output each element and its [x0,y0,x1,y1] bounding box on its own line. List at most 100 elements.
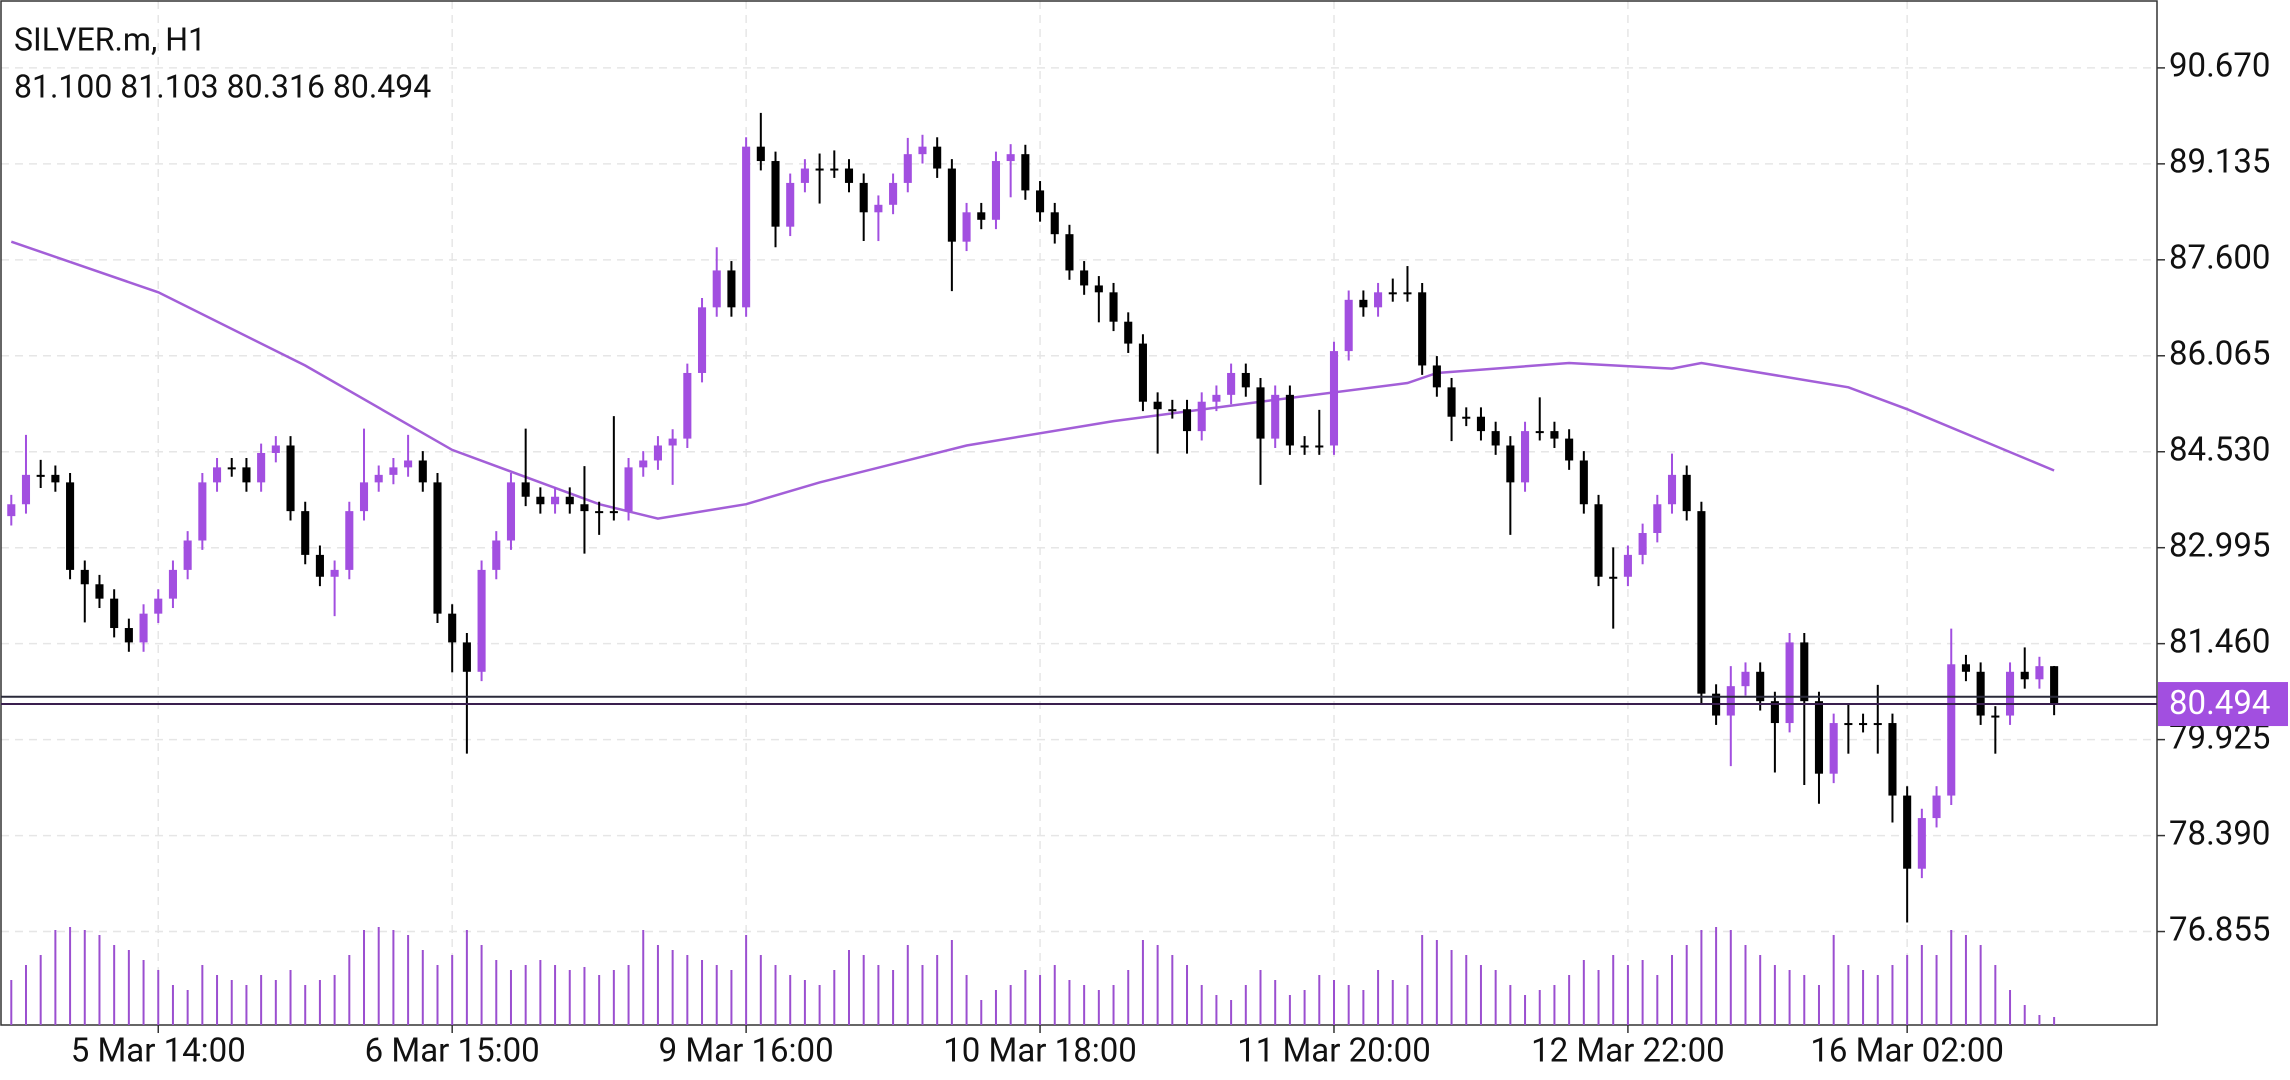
candle-body [1859,723,1868,726]
candle-body [257,452,266,483]
candle-body [609,511,618,514]
candle-body [2020,671,2029,680]
x-tick-label: 11 Mar 20:00 [1237,1032,1431,1071]
y-tick-label: 84.530 [2169,430,2270,469]
candle-body [551,496,560,505]
candle-body [1873,723,1882,726]
candle-body [404,460,413,468]
candle-body [1667,474,1677,505]
ohlc-readout: 81.100 81.103 80.316 80.494 [14,67,431,105]
symbol-title: SILVER.m, H1 [14,20,206,58]
candle-body [1623,554,1632,577]
candle-body [330,569,339,577]
candle-body [345,511,354,570]
candle-body [1491,431,1500,446]
candle-body [536,496,545,505]
candle-body [433,482,442,614]
candle-body [1844,723,1853,726]
moving-average [10,240,2055,520]
candle-body [1300,445,1309,448]
candle-body [712,270,721,308]
y-tick-label: 90.670 [2169,47,2270,86]
candle-body [359,482,369,512]
candle-body [683,372,692,439]
candle-body [2035,666,2044,680]
candle-body [962,212,971,242]
candle-body [1065,234,1074,271]
candle-body [1094,285,1103,293]
candle-body [1315,445,1324,448]
candle-body [271,445,280,453]
candle-body [21,474,31,505]
candle-body [462,642,471,672]
candle-body [1241,372,1250,388]
candle-body [595,511,604,514]
candle-body [51,474,60,483]
y-tick-label: 87.600 [2169,239,2270,278]
y-tick-label: 82.995 [2169,526,2270,565]
candle-body [1535,431,1544,434]
candle-body [1829,723,1838,774]
candle-body [80,569,89,585]
x-tick-label: 9 Mar 16:00 [659,1032,834,1071]
candle-body [889,182,898,205]
candle-body [1785,642,1794,724]
candle-body [1256,387,1265,439]
candle-body [1653,504,1662,534]
candle-body [198,482,207,541]
candle-body [124,628,133,643]
candle-body [315,554,324,577]
candle-body [1991,715,2000,718]
candle-body [668,438,677,446]
candle-body [1770,701,1779,724]
candle-body [389,467,398,475]
candle-body [1212,394,1221,402]
candle-body [624,467,633,512]
candle-body [653,445,662,461]
candle-body [1594,504,1603,577]
candle-body [242,467,251,483]
candle-body [1271,394,1280,439]
candle-body [1168,409,1177,412]
candle-body [903,154,912,183]
candle-body [697,307,707,373]
candle-body [1006,154,1015,162]
candle-body [1521,431,1530,483]
candle-body [933,146,942,169]
candle-body [1976,671,1985,716]
candle-body [2005,671,2015,716]
y-tick-label: 81.460 [2169,622,2270,661]
candle-body [1329,351,1339,446]
candle-body [7,504,16,517]
candle-body [1800,642,1809,702]
candle-body [580,504,589,512]
candle-body [183,540,192,570]
candle-body [947,168,956,242]
candle-body [1903,795,1912,869]
candle-body [1917,818,1926,869]
y-tick-label: 78.390 [2169,814,2270,853]
candle-body [1227,372,1236,395]
candle-body [1109,292,1118,322]
candle-body [1138,343,1147,402]
candle-body [815,168,824,171]
x-tick-label: 16 Mar 02:00 [1810,1032,2004,1071]
candle-body [977,212,986,220]
candle-body [1182,409,1192,432]
candle-body [1432,365,1441,388]
candle-body [1565,438,1574,461]
candle-body [1418,292,1427,366]
candle-body [1932,795,1941,819]
candle-body [139,613,148,643]
candle-body [1506,445,1515,483]
candle-body [1947,664,1956,796]
price-badge [2158,682,2288,727]
x-tick-label: 12 Mar 22:00 [1531,1032,1725,1071]
candle-body [1050,212,1059,235]
candle-body [1285,394,1294,446]
candle-body [36,474,45,477]
candle-body [154,598,163,614]
candle-body [212,467,222,483]
candle-body [830,168,839,171]
candle-body [1447,387,1456,417]
